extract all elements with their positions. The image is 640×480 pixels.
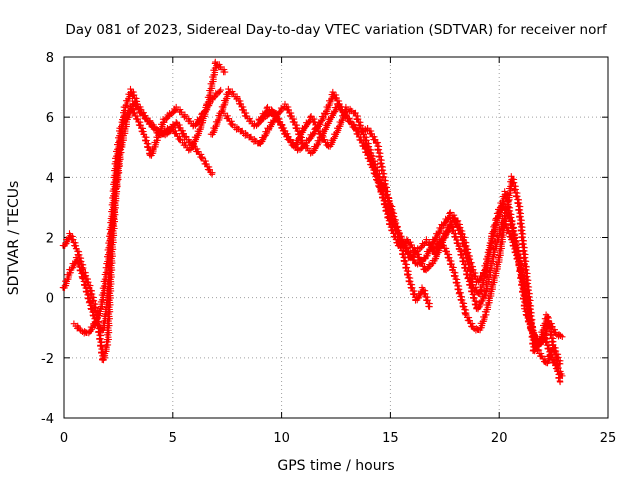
x-tick-label: 5 [169,431,177,446]
y-tick-label: 6 [46,111,54,126]
satellite-track-6-markers [255,103,433,310]
x-tick-label: 15 [382,431,399,446]
y-tick-label: 4 [46,171,54,186]
satellite-track-1-markers [59,58,229,364]
satellite-track-6 [255,103,433,310]
x-tick-label: 25 [600,431,617,446]
satellite-track-8 [360,137,564,368]
data-markers [59,58,566,386]
x-tick-label: 0 [60,431,68,446]
satellite-track-3 [70,86,224,337]
axis-ticks: 0 5 10 15 20 25 -4 -2 0 2 4 6 8 [41,51,616,446]
satellite-track-2-markers [59,97,216,334]
chart-title: Day 081 of 2023, Sidereal Day-to-day VTE… [65,22,608,38]
x-axis-label: GPS time / hours [277,458,394,474]
y-tick-label: -4 [41,412,54,427]
satellite-track-2 [59,97,216,334]
x-tick-label: 20 [491,431,508,446]
y-tick-label: 0 [46,292,54,307]
satellite-track-1 [59,58,229,364]
y-tick-label: -2 [41,352,54,367]
satellite-track-5-markers [220,100,566,349]
y-tick-label: 2 [46,232,54,247]
x-tick-label: 10 [273,431,290,446]
satellite-track-5 [220,100,566,349]
satellite-track-3-markers [70,86,224,337]
satellite-track-8-markers [360,137,564,368]
grid-lines [64,57,608,418]
y-tick-label: 8 [46,51,54,66]
y-axis-label: SDTVAR / TECUs [6,181,22,296]
